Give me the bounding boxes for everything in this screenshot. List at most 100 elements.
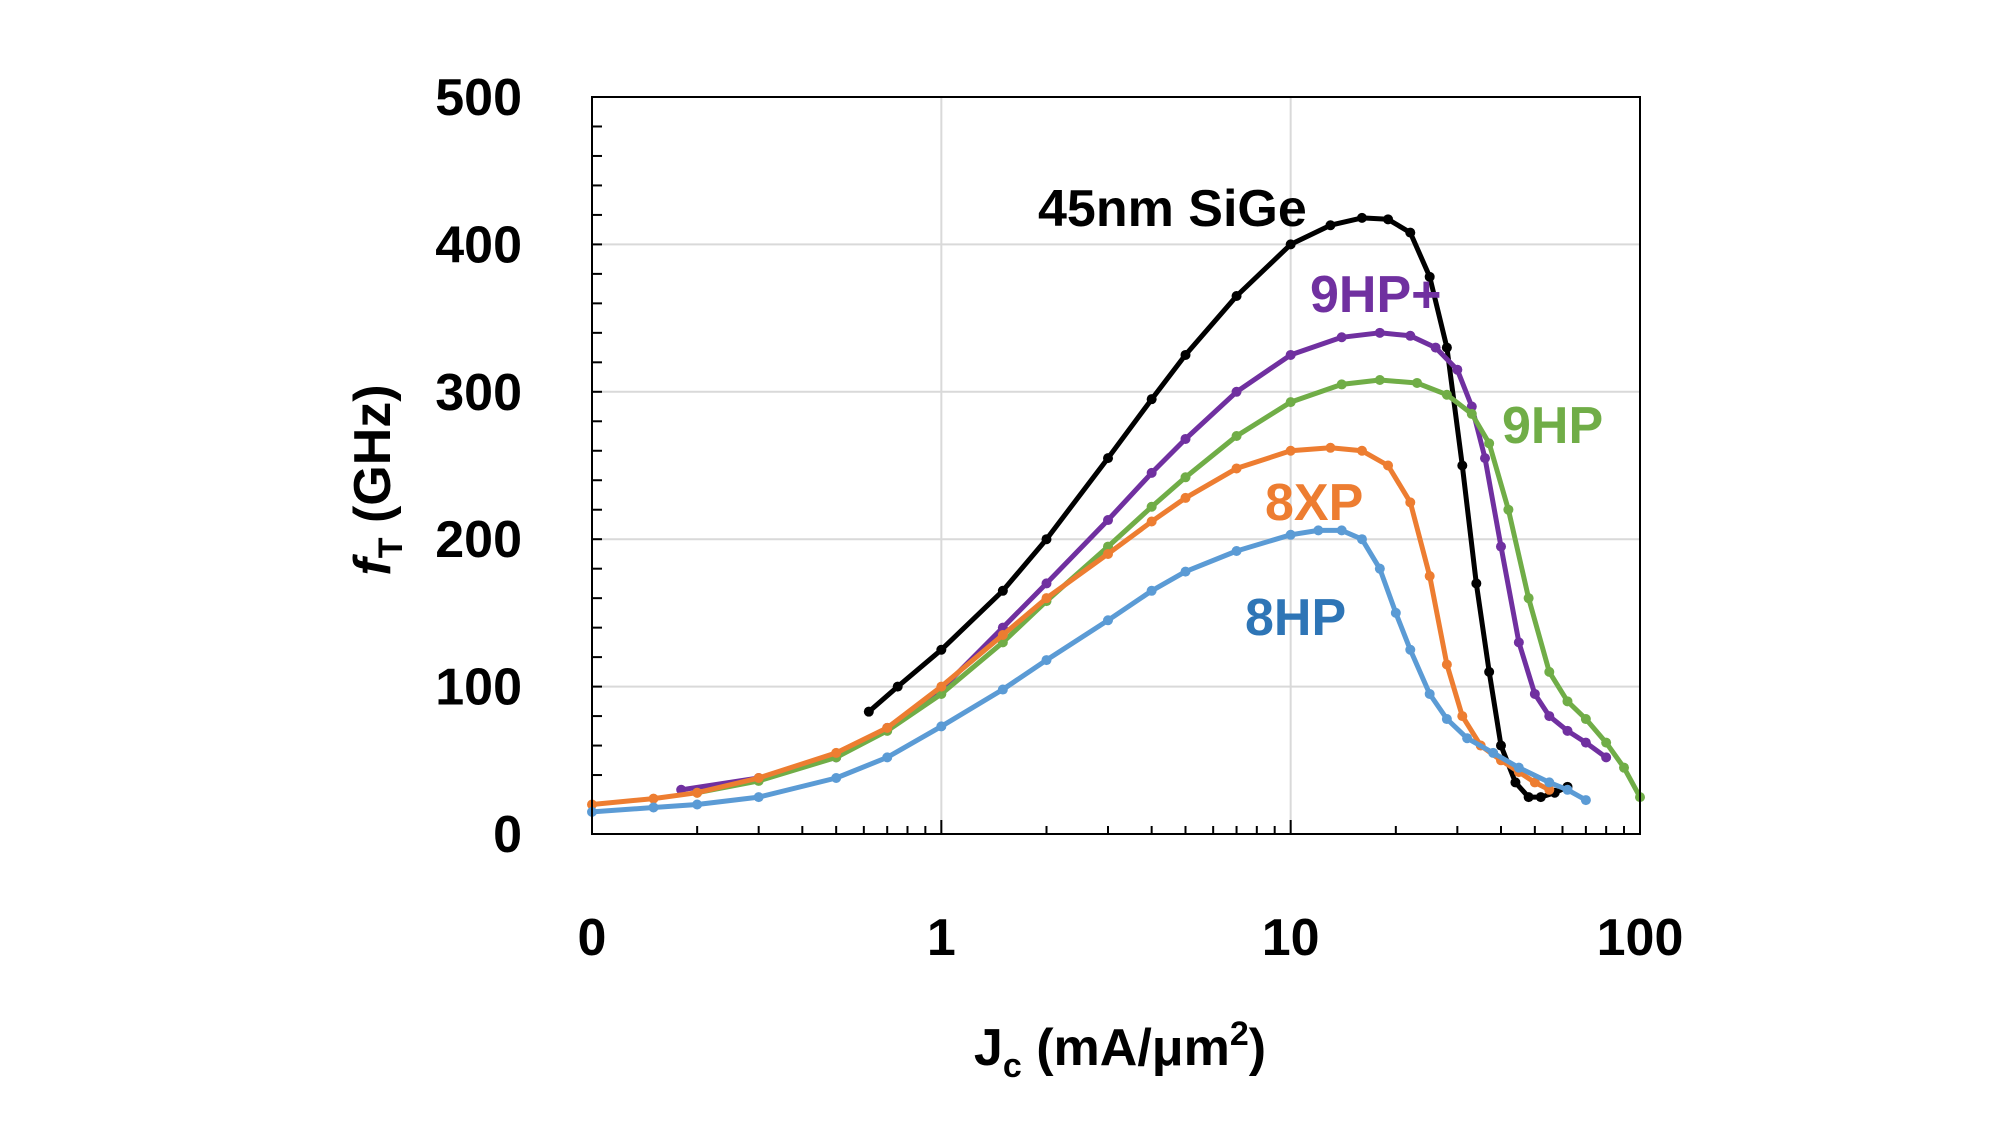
data-point xyxy=(997,684,1008,695)
x-tick-label: 100 xyxy=(1597,909,1684,967)
data-point xyxy=(1356,534,1367,545)
data-point xyxy=(692,787,703,798)
data-point xyxy=(1103,548,1114,559)
data-point xyxy=(1041,534,1052,545)
data-point xyxy=(1180,349,1191,360)
data-point xyxy=(1336,379,1347,390)
data-point xyxy=(1374,327,1385,338)
data-point xyxy=(1580,795,1591,806)
data-point xyxy=(1441,659,1452,670)
data-point xyxy=(936,721,947,732)
data-point xyxy=(1601,737,1612,748)
x-tick-labels: 0 1 10 100 xyxy=(578,909,1684,967)
y-axis-label-rest: (GHz) xyxy=(344,384,402,537)
data-point xyxy=(1146,467,1157,478)
data-point xyxy=(1405,644,1416,655)
data-point xyxy=(1484,666,1495,677)
x-tick-label: 10 xyxy=(1262,909,1320,967)
data-point xyxy=(1441,389,1452,400)
data-point xyxy=(1601,752,1612,763)
series-8xp xyxy=(587,442,1555,810)
data-point xyxy=(1180,472,1191,483)
data-point xyxy=(692,799,703,810)
data-point xyxy=(1580,714,1591,725)
annotation-45nm-sige: 45nm SiGe xyxy=(1038,180,1307,238)
data-point xyxy=(1412,377,1423,388)
data-point xyxy=(1495,541,1506,552)
y-axis-label: fT (GHz) xyxy=(344,384,410,575)
data-point xyxy=(863,706,874,717)
data-point xyxy=(1503,504,1514,515)
data-point xyxy=(1405,497,1416,508)
data-point xyxy=(1535,792,1546,803)
data-point xyxy=(1471,578,1482,589)
data-point xyxy=(1562,725,1573,736)
data-point xyxy=(1457,711,1468,722)
data-point xyxy=(1430,342,1441,353)
data-point xyxy=(1041,593,1052,604)
data-point xyxy=(1231,386,1242,397)
data-point xyxy=(1466,408,1477,419)
data-point xyxy=(1231,463,1242,474)
data-point xyxy=(1510,777,1521,788)
data-point xyxy=(936,681,947,692)
data-point xyxy=(1336,525,1347,536)
data-point xyxy=(1544,666,1555,677)
data-point xyxy=(648,802,659,813)
series-line xyxy=(591,445,1551,807)
data-point xyxy=(1146,516,1157,527)
data-point xyxy=(1325,220,1336,231)
data-point xyxy=(1325,442,1336,453)
data-point xyxy=(1041,578,1052,589)
series-line xyxy=(696,377,1643,799)
data-point xyxy=(1285,397,1296,408)
data-point xyxy=(1544,784,1555,795)
data-point xyxy=(882,722,893,733)
data-point xyxy=(1285,239,1296,250)
y-tick-label: 100 xyxy=(435,659,522,717)
data-point xyxy=(1562,784,1573,795)
data-point xyxy=(1313,525,1324,536)
data-point xyxy=(1424,688,1435,699)
data-point xyxy=(1180,566,1191,577)
data-point xyxy=(1544,777,1555,788)
series-45nm-sige xyxy=(863,212,1573,803)
data-point xyxy=(1383,214,1394,225)
data-point xyxy=(831,747,842,758)
data-point xyxy=(1356,445,1367,456)
data-point xyxy=(1544,711,1555,722)
data-point xyxy=(648,793,659,804)
data-point xyxy=(1146,394,1157,405)
data-point xyxy=(1374,375,1385,386)
x-tick-label: 0 xyxy=(578,909,607,967)
annotation-8xp: 8XP xyxy=(1265,474,1363,532)
data-point xyxy=(1513,637,1524,648)
data-point xyxy=(1285,445,1296,456)
x-axis-label-rest: (mA/μm xyxy=(1022,1019,1230,1077)
x-axis-label-sup: 2 xyxy=(1230,1015,1249,1053)
data-point xyxy=(1180,433,1191,444)
data-point xyxy=(1041,655,1052,666)
data-point xyxy=(1619,762,1630,773)
data-point xyxy=(1480,453,1491,464)
series-line xyxy=(591,527,1588,815)
data-point xyxy=(1103,453,1114,464)
data-point xyxy=(753,792,764,803)
x-axis-label-main: J xyxy=(974,1019,1003,1077)
data-point xyxy=(1523,792,1534,803)
y-tick-label: 500 xyxy=(435,69,522,127)
data-point xyxy=(1390,607,1401,618)
data-point xyxy=(1231,290,1242,301)
data-point xyxy=(1146,585,1157,596)
data-point xyxy=(1180,492,1191,503)
data-point xyxy=(1405,330,1416,341)
data-point xyxy=(1103,615,1114,626)
data-point xyxy=(1336,332,1347,343)
data-point xyxy=(1488,747,1499,758)
y-axis-label-main: f xyxy=(344,554,402,576)
annotation-9hp-: 9HP+ xyxy=(1310,266,1442,324)
data-point xyxy=(1231,431,1242,442)
data-point xyxy=(1231,545,1242,556)
